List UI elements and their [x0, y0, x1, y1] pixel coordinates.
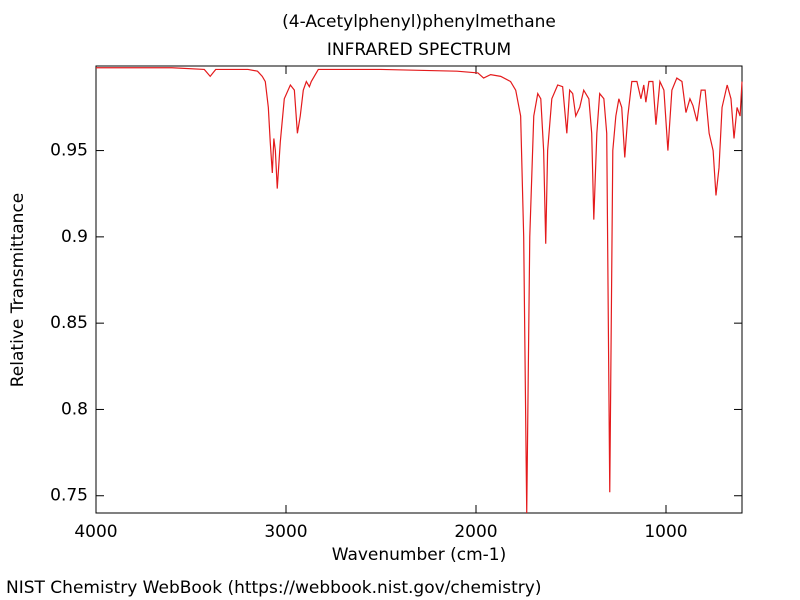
chart-title: (4-Acetylphenyl)phenylmethane — [282, 12, 556, 32]
x-tick-label: 2000 — [454, 522, 497, 542]
y-tick-label: 0.8 — [61, 399, 88, 419]
x-axis-label: Wavenumber (cm-1) — [332, 545, 507, 565]
y-tick-label: 0.75 — [50, 486, 88, 506]
y-tick-label: 0.95 — [50, 141, 88, 161]
y-tick-label: 0.85 — [50, 313, 88, 333]
spectrum-line — [96, 67, 743, 514]
y-tick-label: 0.9 — [61, 227, 88, 247]
y-axis-label: Relative Transmittance — [8, 193, 28, 388]
plot-frame — [95, 65, 743, 514]
chart-subtitle: INFRARED SPECTRUM — [327, 40, 511, 60]
source-note: NIST Chemistry WebBook (https://webbook.… — [6, 578, 541, 598]
x-tick-label: 4000 — [74, 522, 117, 542]
x-tick-label: 1000 — [644, 522, 687, 542]
x-tick-label: 3000 — [264, 522, 307, 542]
